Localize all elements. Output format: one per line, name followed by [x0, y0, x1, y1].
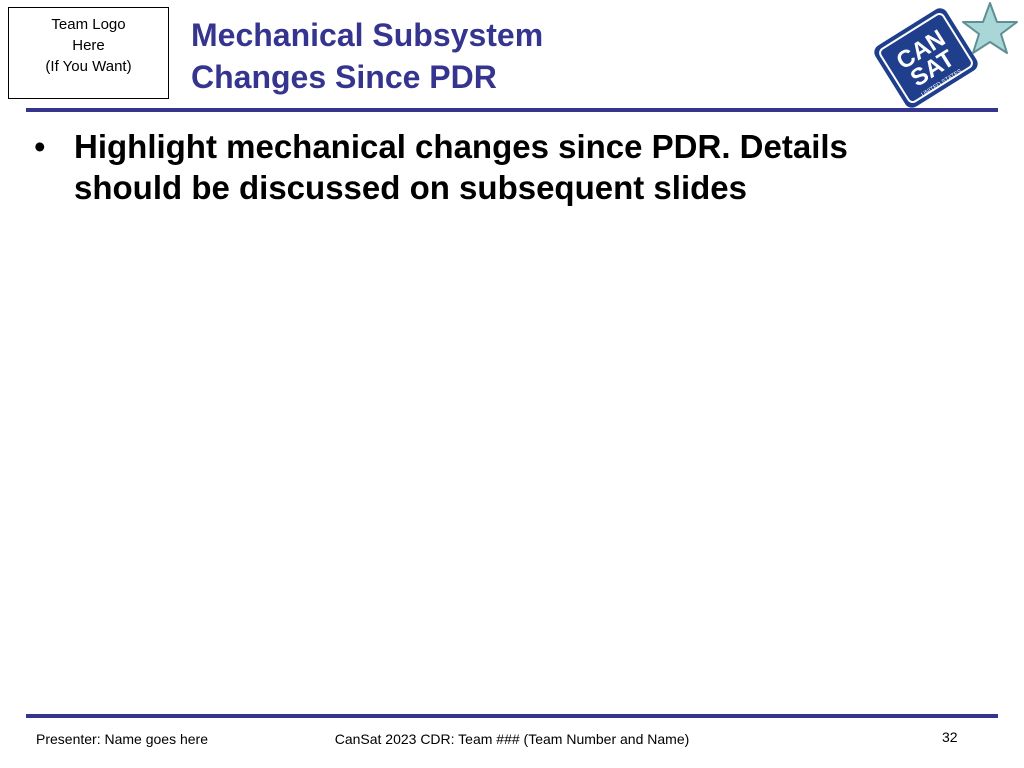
- bullet-icon: •: [34, 128, 46, 165]
- footer-title: CanSat 2023 CDR: Team ### (Team Number a…: [334, 731, 690, 747]
- footer-divider: [26, 714, 998, 718]
- logo-placeholder-line1: Team Logo: [51, 16, 126, 33]
- slide-title-line2: Changes Since PDR: [191, 59, 497, 95]
- logo-placeholder-line3: (If You Want): [45, 58, 132, 75]
- team-logo-placeholder: Team Logo Here (If You Want): [8, 7, 169, 99]
- slide-title: Mechanical Subsystem Changes Since PDR: [191, 14, 543, 98]
- header-divider: [26, 108, 998, 112]
- page-number: 32: [942, 729, 958, 745]
- slide-title-line1: Mechanical Subsystem: [191, 17, 544, 53]
- bullet-text-line2: should be discussed on subsequent slides: [74, 169, 747, 206]
- cansat-logo-badge: [874, 8, 978, 108]
- bullet-text-line1: Highlight mechanical changes since PDR. …: [74, 128, 848, 165]
- bullet-item: • Highlight mechanical changes since PDR…: [34, 126, 934, 208]
- footer-presenter: Presenter: Name goes here: [36, 731, 208, 747]
- star-icon: [962, 2, 1018, 54]
- slide-content: • Highlight mechanical changes since PDR…: [34, 126, 934, 208]
- logo-placeholder-line2: Here: [72, 37, 105, 54]
- cansat-logo: CAN SAT UNITED STATES: [874, 2, 1018, 108]
- bullet-text: Highlight mechanical changes since PDR. …: [74, 126, 848, 208]
